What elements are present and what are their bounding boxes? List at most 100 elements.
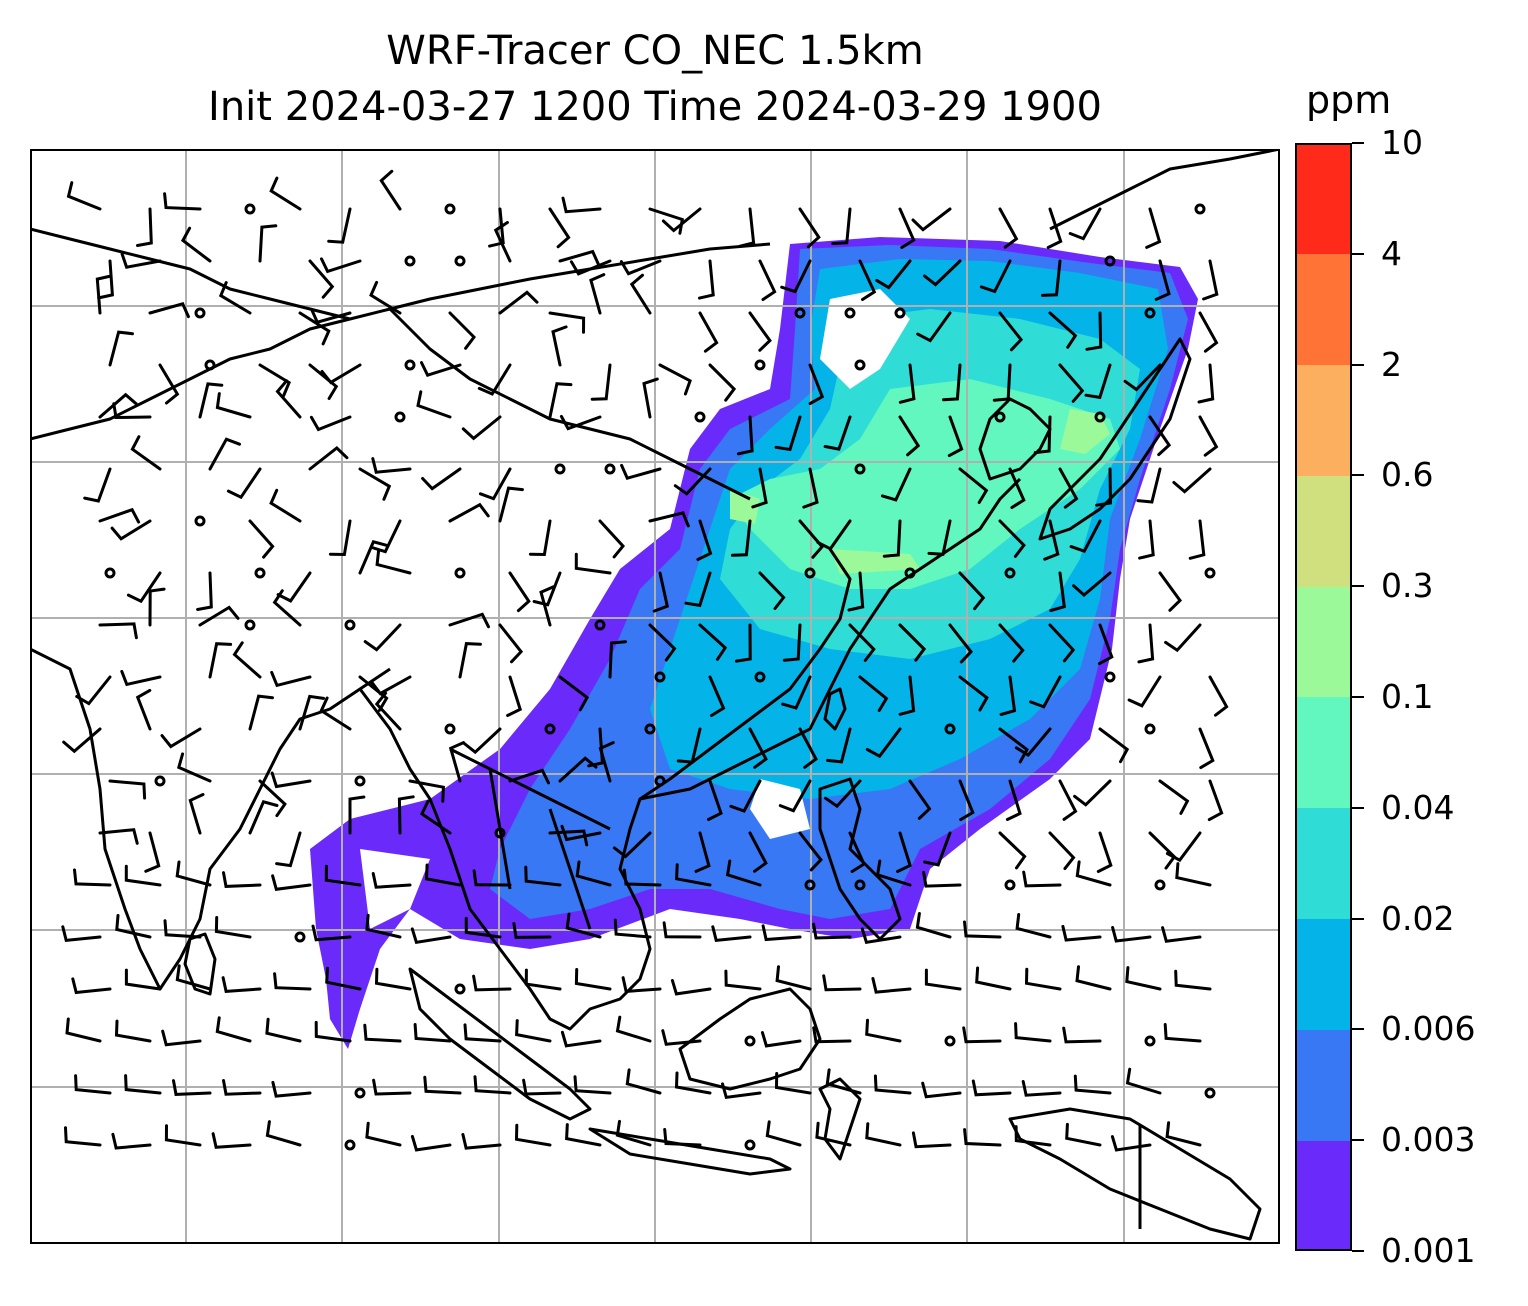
wind-barb — [911, 1131, 952, 1149]
colorbar — [1295, 143, 1352, 1252]
wind-barb — [108, 330, 134, 367]
wind-barb — [826, 727, 852, 764]
wind-barb — [508, 768, 550, 785]
calm-wind-marker — [854, 359, 866, 371]
wind-barb — [707, 779, 723, 821]
calm-wind-marker — [904, 567, 916, 579]
wind-barb — [462, 727, 502, 755]
calm-wind-marker — [454, 567, 466, 579]
wind-barb — [211, 1132, 252, 1149]
wind-barb — [947, 415, 964, 458]
wind-barb — [1058, 467, 1079, 509]
wind-barb — [410, 1134, 452, 1152]
calm-wind-marker — [244, 619, 256, 631]
wind-barb — [163, 192, 202, 211]
wind-barb — [560, 824, 602, 842]
wind-barb — [648, 511, 690, 528]
wind-barb — [760, 1031, 802, 1048]
wind-barb — [1172, 467, 1212, 494]
wind-barb — [825, 1068, 862, 1095]
wind-barb — [734, 623, 752, 663]
calm-wind-marker — [854, 879, 866, 891]
wind-barb — [110, 519, 152, 541]
wind-barb — [575, 860, 612, 887]
wind-barb — [308, 259, 335, 299]
plume-gap — [360, 289, 910, 929]
tracer-plume — [310, 237, 1198, 1049]
wind-barb — [661, 1029, 702, 1046]
wind-barb — [958, 675, 989, 712]
wind-barb — [524, 865, 562, 887]
map-panel — [30, 149, 1280, 1244]
wind-barb — [1174, 969, 1212, 991]
colorbar-tick-label: 0.1 — [1381, 677, 1434, 716]
wind-barb — [1024, 967, 1062, 991]
wind-barb — [124, 968, 162, 991]
wind-barb — [464, 916, 502, 939]
wind-barb — [896, 831, 912, 873]
calm-wind-marker — [654, 671, 666, 683]
wind-barb — [1163, 1023, 1202, 1043]
calm-wind-marker — [1104, 671, 1116, 683]
wind-barb — [473, 1075, 512, 1095]
wind-barb — [1008, 467, 1026, 509]
wind-barb — [848, 831, 866, 873]
wind-barb — [180, 226, 212, 263]
wind-barb — [374, 691, 402, 731]
wind-barb — [365, 1121, 402, 1147]
wind-barb — [898, 623, 927, 662]
wind-barb — [559, 414, 602, 431]
wind-barb — [736, 415, 754, 456]
wind-barb — [408, 779, 445, 803]
wind-barb — [999, 675, 1017, 716]
wind-barb — [761, 924, 802, 942]
wind-barb — [865, 727, 902, 759]
calm-wind-marker — [294, 931, 306, 943]
wind-barb — [328, 519, 352, 557]
wind-barb — [1161, 926, 1202, 943]
wind-barb — [448, 502, 490, 523]
colorbar-tick-label: 2 — [1381, 344, 1402, 384]
chart-title-line1: WRF-Tracer CO_NEC 1.5km — [386, 28, 924, 74]
calm-wind-marker — [194, 515, 206, 527]
wind-barb — [871, 977, 912, 994]
wind-barb — [1165, 1121, 1202, 1147]
wind-barb — [621, 976, 662, 993]
wind-barb — [269, 176, 302, 211]
calm-wind-marker — [404, 359, 416, 371]
calm-wind-marker — [654, 775, 666, 787]
wind-barb — [875, 859, 912, 887]
wind-barb — [98, 507, 141, 524]
wind-barb — [120, 252, 162, 269]
russia-coast — [1049, 149, 1280, 231]
wind-barb — [822, 974, 862, 992]
calm-wind-marker — [444, 723, 456, 735]
colorbar-segment — [1295, 143, 1352, 255]
calm-wind-marker — [744, 1139, 756, 1151]
colorbar-tick-label: 0.006 — [1381, 1009, 1476, 1049]
wind-barb — [108, 779, 147, 800]
wind-barb — [560, 1030, 602, 1048]
calm-wind-marker — [1004, 879, 1016, 891]
chart-title-line2: Init 2024-03-27 1200 Time 2024-03-29 190… — [208, 84, 1102, 130]
wind-barb — [998, 207, 1019, 249]
wind-barb — [374, 967, 412, 991]
wind-barb — [858, 259, 877, 301]
wind-barb — [114, 1019, 152, 1043]
wind-barb — [222, 871, 262, 888]
wind-barb — [1111, 926, 1152, 943]
wind-barb — [1061, 924, 1102, 942]
wind-barb — [1058, 363, 1085, 403]
wind-barb — [675, 863, 712, 887]
wind-barb — [923, 259, 962, 287]
colorbar-tick-label: 0.003 — [1381, 1120, 1476, 1160]
wind-barb — [751, 467, 768, 509]
wind-barb — [83, 467, 112, 503]
wind-barb — [674, 1071, 712, 1095]
wind-barb — [248, 800, 279, 835]
wind-barb — [472, 974, 512, 992]
wind-barb — [1084, 363, 1112, 400]
wind-barb — [1022, 870, 1062, 888]
wind-barb — [642, 377, 659, 419]
wind-barb — [311, 924, 352, 942]
